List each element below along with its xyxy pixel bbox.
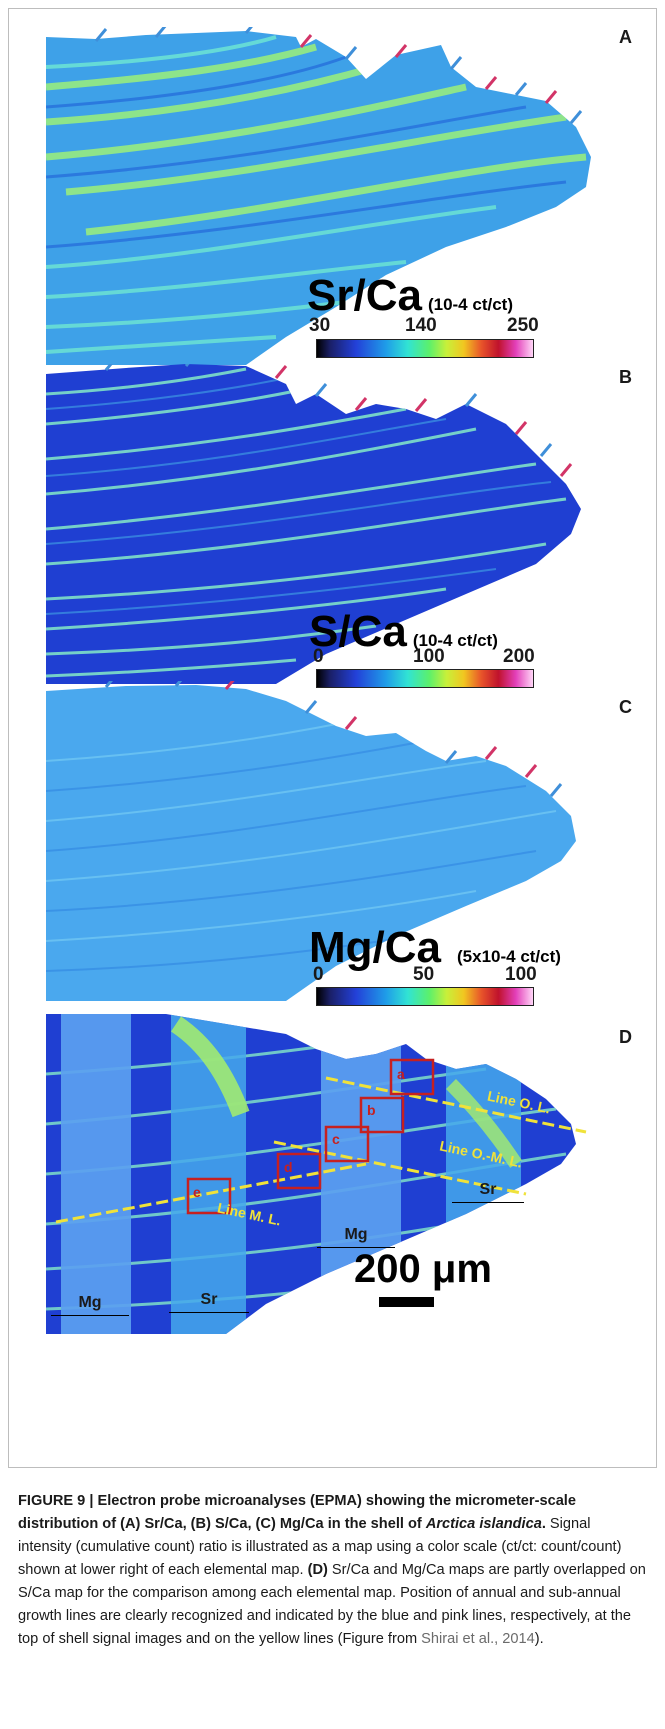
caption-title: FIGURE 9 | Electron probe microanalyses … xyxy=(18,1493,576,1532)
segment-mg-center: Mg xyxy=(317,1226,395,1248)
panel-c-ratio-title: Mg/Ca (5x10-4 ct/ct) xyxy=(309,923,561,973)
caption-title-end: . xyxy=(541,1516,546,1532)
segment-sr-left-label: Sr xyxy=(200,1291,218,1308)
panel-d-label: D xyxy=(619,1027,632,1047)
overlap-map xyxy=(46,1014,587,1334)
caption-text-1: Signal intensity (cumulative count) rati… xyxy=(18,1516,622,1578)
box-label-e: e xyxy=(193,1184,201,1200)
box-a xyxy=(389,1058,435,1096)
panel-b-ratio: S/Ca xyxy=(309,607,407,656)
sr-ca-map xyxy=(46,27,591,365)
caption-species: Arctica islandica xyxy=(425,1516,542,1532)
panel-b-color-scale xyxy=(316,669,534,688)
caption-title-text: FIGURE 9 | Electron probe microanalyses … xyxy=(18,1493,576,1532)
panel-b-ratio-title: S/Ca (10-4 ct/ct) xyxy=(309,607,498,657)
panel-a-ratio: Sr/Ca xyxy=(307,271,422,320)
caption-d-label: (D) xyxy=(307,1562,328,1578)
segment-sr-right: Sr xyxy=(452,1181,524,1203)
panel-b xyxy=(46,364,651,684)
mg-strip-1 xyxy=(61,1014,131,1334)
panel-c xyxy=(46,681,651,1001)
panel-c-scale-mid: 50 xyxy=(413,964,435,985)
box-b xyxy=(359,1096,405,1134)
scalebar-label: 200 μm xyxy=(354,1247,492,1291)
box-label-a: a xyxy=(397,1066,405,1082)
panel-c-ratio: Mg/Ca xyxy=(309,923,441,972)
scalebar xyxy=(379,1297,434,1307)
panel-a-scale-mid: 140 xyxy=(405,315,437,336)
box-c xyxy=(324,1125,370,1163)
panel-c-label: C xyxy=(619,697,632,717)
panel-a-color-scale xyxy=(316,339,534,358)
panel-b-scale-max: 200 xyxy=(503,646,535,667)
panel-b-label: B xyxy=(619,367,632,387)
box-label-d: d xyxy=(284,1159,293,1175)
box-label-c: c xyxy=(332,1131,340,1147)
caption-citation-link[interactable]: Shirai et al., 2014 xyxy=(421,1631,535,1647)
figure-caption: FIGURE 9 | Electron probe microanalyses … xyxy=(18,1490,648,1651)
panel-a-scale-max: 250 xyxy=(507,315,539,336)
s-ca-map xyxy=(46,364,581,684)
panel-a xyxy=(46,27,651,365)
panel-d xyxy=(46,1014,651,1334)
segment-sr-right-label: Sr xyxy=(479,1181,497,1198)
panel-c-scale-max: 100 xyxy=(505,964,537,985)
panel-c-scale-min: 0 xyxy=(313,964,324,985)
panel-a-scale-min: 30 xyxy=(309,315,331,336)
panel-b-unit: (10-4 ct/ct) xyxy=(412,631,498,650)
caption-text-2: Sr/Ca and Mg/Ca maps are partly overlapp… xyxy=(18,1562,646,1647)
mg-ca-map xyxy=(46,681,576,1001)
segment-mg-left-label: Mg xyxy=(78,1294,102,1311)
box-d xyxy=(276,1152,322,1190)
panel-c-unit: (5x10-4 ct/ct) xyxy=(457,947,561,966)
panel-a-ratio-title: Sr/Ca (10-4 ct/ct) xyxy=(307,271,513,321)
segment-mg-left: Mg xyxy=(51,1294,129,1316)
panel-c-color-scale xyxy=(316,987,534,1006)
figure-frame: A Sr/Ca (10-4 ct/ct) 30 140 250 xyxy=(8,8,657,1468)
panel-b-scale-mid: 100 xyxy=(413,646,445,667)
box-label-b: b xyxy=(367,1102,376,1118)
panel-b-scale-min: 0 xyxy=(313,646,324,667)
caption-text-3: ). xyxy=(534,1631,544,1647)
panel-a-label: A xyxy=(619,27,632,47)
segment-mg-center-label: Mg xyxy=(344,1226,368,1243)
box-e xyxy=(186,1177,232,1215)
panel-a-unit: (10-4 ct/ct) xyxy=(427,295,513,314)
segment-sr-left: Sr xyxy=(169,1291,249,1313)
